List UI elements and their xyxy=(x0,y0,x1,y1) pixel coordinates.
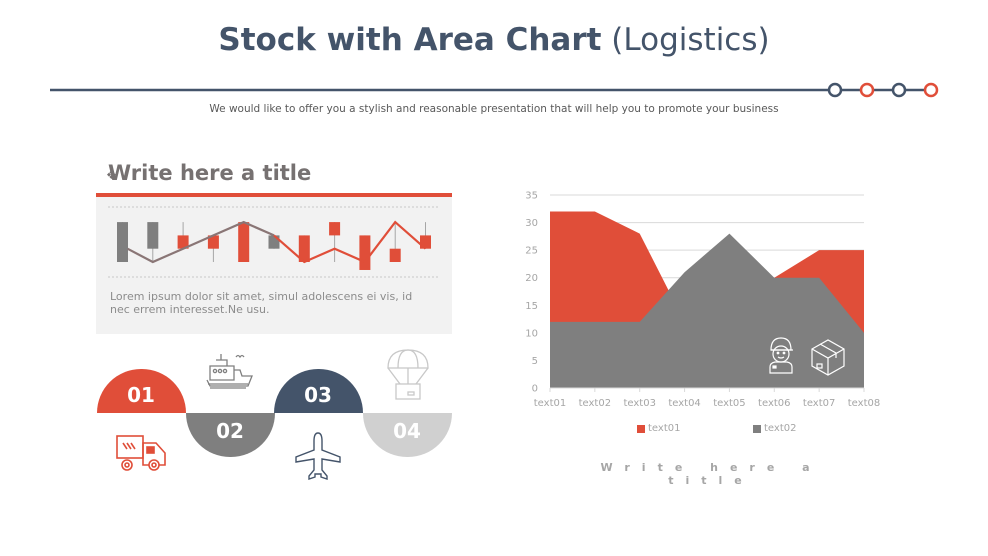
decor-dot xyxy=(891,82,907,98)
y-tick-label: 5 xyxy=(532,356,538,367)
x-tick-label: text01 xyxy=(534,398,566,409)
stock-chart-panel xyxy=(96,193,452,334)
candle-body xyxy=(117,222,128,262)
x-tick-label: text08 xyxy=(848,398,880,409)
step-label: 01 xyxy=(127,383,155,407)
page-title-bold: Stock with Area Chart xyxy=(218,22,602,58)
step-04: 04 xyxy=(362,413,452,457)
step-02: 02 xyxy=(185,413,275,457)
y-tick-label: 0 xyxy=(532,384,538,395)
airplane-icon xyxy=(295,432,341,480)
legend-swatch xyxy=(637,424,645,433)
candle-body xyxy=(147,222,159,249)
parachute-package-icon xyxy=(387,349,429,400)
chart-title: Write here a title xyxy=(600,461,822,487)
decor-dot xyxy=(859,82,875,98)
candle-body xyxy=(207,235,219,249)
legend-label: text02 xyxy=(764,423,797,434)
candle-body xyxy=(329,222,341,236)
candle-body xyxy=(238,222,250,262)
candle-body xyxy=(298,235,310,262)
step-label: 04 xyxy=(393,419,421,443)
diamond-bullet-icon: ❖ xyxy=(106,168,117,182)
step-label: 02 xyxy=(216,419,244,443)
cargo-ship-icon xyxy=(206,354,253,389)
page-title: Stock with Area Chart (Logistics) xyxy=(0,22,988,58)
y-tick-label: 15 xyxy=(525,301,538,312)
legend-label: text01 xyxy=(648,423,681,434)
legend-swatch xyxy=(753,424,761,433)
y-tick-label: 20 xyxy=(525,273,538,284)
legend-item-text02: text02 xyxy=(753,423,796,434)
delivery-truck-icon xyxy=(116,435,166,471)
x-tick-label: text05 xyxy=(713,398,745,409)
x-tick-label: text03 xyxy=(623,398,655,409)
page-title-light: (Logistics) xyxy=(601,22,770,58)
legend-item-text01: text01 xyxy=(637,423,680,434)
candle-body xyxy=(177,235,189,249)
candle-body xyxy=(359,235,371,270)
stock-chart xyxy=(108,206,440,278)
x-tick-label: text04 xyxy=(668,398,700,409)
y-tick-label: 35 xyxy=(525,191,538,202)
trend-line xyxy=(273,220,427,264)
step-01: 01 xyxy=(96,369,186,413)
candle-body xyxy=(268,235,280,249)
y-tick-label: 10 xyxy=(525,328,538,339)
area-chart: 0 5 10 15 20 25 30 35 text01 text02 text03 text04 te… xyxy=(525,191,880,410)
candle-body xyxy=(420,235,431,249)
section-title: Write here a title xyxy=(108,161,312,185)
decor-dot xyxy=(923,82,939,98)
candle-body xyxy=(389,248,401,262)
y-tick-label: 30 xyxy=(525,218,538,229)
decor-dot xyxy=(827,82,843,98)
step-03: 03 xyxy=(273,369,363,413)
y-tick-label: 25 xyxy=(525,246,538,257)
trend-line xyxy=(126,220,275,264)
step-label: 03 xyxy=(304,383,332,407)
x-tick-label: text07 xyxy=(803,398,835,409)
card-body-text: Lorem ipsum dolor sit amet, simul adoles… xyxy=(110,290,413,316)
x-tick-label: text06 xyxy=(758,398,790,409)
x-tick-label: text02 xyxy=(579,398,611,409)
page-subtitle: We would like to offer you a stylish and… xyxy=(209,103,779,115)
header-divider xyxy=(50,82,939,98)
